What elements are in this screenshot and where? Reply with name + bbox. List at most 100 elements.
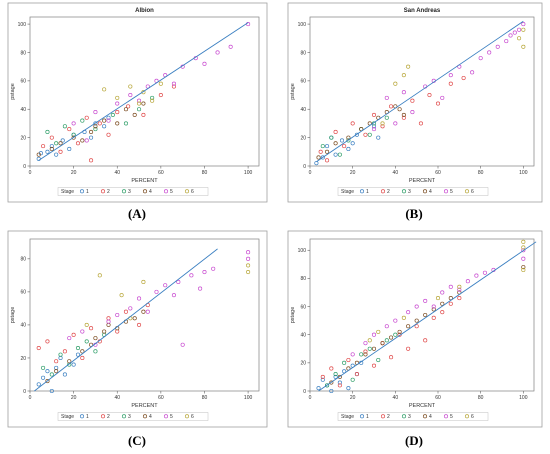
data-point-stage-1 — [339, 138, 345, 143]
data-point-stage-5 — [106, 319, 111, 324]
legend-marker-6 — [464, 414, 470, 419]
legend-label-2: 2 — [387, 189, 390, 195]
legend-label-3: 3 — [408, 189, 411, 195]
data-point-stage-5 — [189, 273, 194, 278]
legend-label-1: 1 — [366, 414, 369, 420]
data-point-stage-4 — [406, 324, 411, 329]
x-tick-label-a: 0 — [29, 170, 32, 176]
data-point-stage-3 — [45, 129, 50, 134]
data-point-stage-1 — [320, 155, 325, 160]
data-point-stage-5 — [517, 27, 522, 32]
data-point-stage-1 — [67, 146, 72, 152]
x-tick-label-c: 100 — [244, 395, 253, 401]
data-point-stage-1 — [346, 386, 351, 391]
legend-box-a — [57, 187, 209, 196]
data-point-stage-6 — [84, 322, 89, 327]
data-point-stage-1 — [54, 152, 59, 157]
panel-b: San Andreas 0 20 40 60 80 100 0 20 40 60 80 100 PERCE… — [280, 0, 550, 228]
data-point-stage-6 — [115, 95, 120, 100]
data-point-stage-3 — [367, 132, 372, 137]
legend-marker-2 — [100, 414, 106, 419]
y-tick-label-b: 80 — [300, 50, 306, 56]
legend-title-b: Stage — [341, 189, 354, 195]
data-point-stage-4 — [102, 329, 107, 334]
data-point-stage-4 — [329, 380, 334, 385]
data-point-stage-5 — [115, 101, 120, 106]
data-point-stage-6 — [521, 44, 526, 49]
x-tick-label-b: 20 — [350, 170, 356, 176]
data-point-stage-6 — [367, 338, 372, 343]
data-point-stage-6 — [380, 121, 385, 126]
data-point-stage-2 — [75, 141, 81, 146]
legend-marker-3 — [121, 414, 127, 419]
data-point-stage-6 — [401, 73, 406, 78]
data-point-stage-2 — [346, 357, 351, 363]
data-point-stage-1 — [320, 377, 325, 382]
data-point-stage-3 — [376, 357, 381, 363]
legend-marker-4 — [142, 189, 148, 194]
data-point-stage-3 — [384, 338, 389, 343]
data-point-stage-3 — [93, 349, 98, 354]
data-point-stage-3 — [41, 365, 46, 370]
data-point-stage-5 — [350, 352, 355, 357]
data-point-stage-6 — [141, 279, 146, 285]
data-point-stage-2 — [123, 309, 129, 314]
data-point-stage-3 — [84, 339, 89, 344]
legend-label-4: 4 — [149, 414, 152, 420]
data-point-stage-4 — [102, 118, 107, 123]
data-point-stage-4 — [440, 301, 445, 306]
scatter-chart-a: Albion 0 20 40 60 80 100 0 20 40 60 80 100 PERCENT pst… — [7, 2, 268, 203]
panel-a: Albion 0 20 40 60 80 100 0 20 40 60 80 100 PERCENT pst… — [0, 0, 275, 228]
legend-box-b — [337, 187, 489, 196]
data-point-stage-1 — [329, 388, 334, 394]
scatter-chart-d: 0 20 40 60 80 100 0 20 40 60 80 100 PERCENT pstage Sta… — [287, 230, 543, 428]
data-point-stage-5 — [448, 73, 453, 78]
data-point-stage-5 — [482, 270, 487, 275]
data-point-stage-4 — [80, 349, 85, 354]
y-tick-label-a: 20 — [20, 135, 26, 141]
x-tick-label-c: 0 — [29, 395, 32, 401]
data-point-stage-2 — [45, 339, 50, 344]
x-tick-label-c: 20 — [71, 395, 77, 401]
data-point-stage-5 — [128, 92, 133, 98]
x-tick-label-a: 80 — [202, 170, 208, 176]
panel-caption-b: (B) — [405, 206, 423, 221]
data-point-stage-6 — [521, 239, 526, 244]
data-point-stage-2 — [320, 374, 325, 379]
data-point-stage-2 — [363, 349, 368, 354]
data-point-stage-4 — [325, 149, 330, 154]
legend-marker-6 — [184, 414, 190, 419]
data-point-stage-1 — [376, 135, 381, 140]
data-point-stage-2 — [457, 296, 462, 301]
y-tick-label-d: 20 — [300, 361, 306, 367]
data-point-stage-5 — [176, 279, 181, 285]
y-tick-label-c: 0 — [23, 389, 26, 395]
data-point-stage-4 — [371, 346, 377, 351]
data-point-stage-6 — [521, 27, 526, 32]
x-axis-label-a: PERCENT — [131, 178, 158, 184]
data-point-stage-3 — [346, 138, 351, 143]
legend-label-5: 5 — [450, 414, 453, 420]
data-point-stage-5 — [448, 284, 453, 289]
panel-d: 0 20 40 60 80 100 0 20 40 60 80 100 PERCENT pstage Sta… — [280, 228, 550, 454]
data-point-stage-5 — [508, 33, 513, 38]
data-point-stage-1 — [354, 132, 359, 137]
data-point-stage-2 — [84, 115, 89, 120]
data-point-stage-2 — [380, 124, 385, 129]
data-point-stage-5 — [202, 269, 207, 275]
data-point-stage-6 — [406, 64, 411, 69]
data-point-stage-3 — [333, 372, 338, 377]
data-point-stage-3 — [342, 360, 347, 365]
data-point-stage-3 — [337, 152, 342, 157]
x-tick-label-d: 40 — [393, 395, 399, 401]
data-point-stage-5 — [393, 318, 398, 323]
data-point-stage-3 — [71, 132, 76, 137]
data-point-stage-2 — [67, 127, 72, 132]
data-point-stage-5 — [495, 44, 500, 49]
legend-label-5: 5 — [170, 414, 173, 420]
data-point-stage-5 — [440, 290, 445, 295]
data-point-stage-5 — [431, 304, 436, 309]
data-point-stage-4 — [93, 336, 98, 341]
data-point-stage-5 — [504, 39, 509, 44]
data-point-stage-2 — [136, 322, 142, 327]
